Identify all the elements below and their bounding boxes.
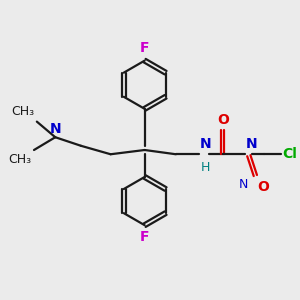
Text: F: F <box>140 230 149 244</box>
Text: N: N <box>239 178 248 191</box>
Text: N: N <box>200 137 212 152</box>
Text: N: N <box>246 137 258 152</box>
Text: O: O <box>257 180 268 194</box>
Text: N: N <box>50 122 61 136</box>
Text: CH₃: CH₃ <box>8 153 31 167</box>
Text: Cl: Cl <box>282 147 297 161</box>
Text: F: F <box>140 41 149 56</box>
Text: O: O <box>217 113 229 127</box>
Text: CH₃: CH₃ <box>11 105 34 118</box>
Text: H: H <box>201 161 210 174</box>
